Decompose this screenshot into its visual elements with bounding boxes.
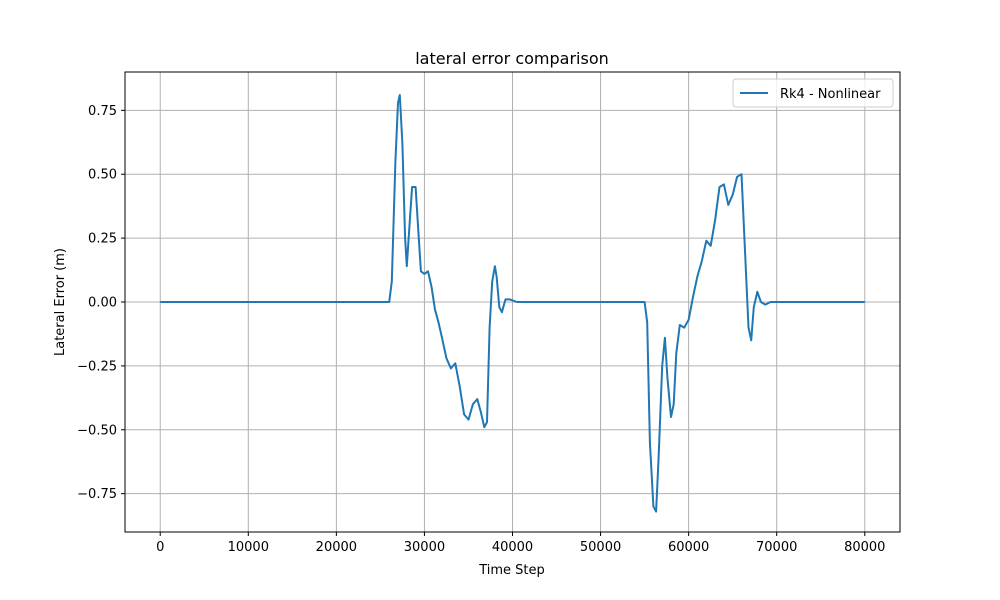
y-tick-label: −0.50 <box>77 423 117 438</box>
x-ticks: 0 10000 20000 30000 40000 50000 60000 70000 8000… <box>156 532 885 555</box>
x-tick-label: 20000 <box>316 540 357 555</box>
y-tick-label: −0.25 <box>77 359 117 374</box>
grid <box>125 72 900 532</box>
legend-label: Rk4 - Nonlinear <box>780 87 881 102</box>
y-tick-label: 0.50 <box>88 168 117 183</box>
x-tick-label: 80000 <box>844 540 885 555</box>
y-tick-label: 0.25 <box>88 232 117 247</box>
series-line <box>160 94 865 513</box>
series-group <box>160 94 865 513</box>
x-tick-label: 50000 <box>580 540 621 555</box>
y-tick-label: −0.75 <box>77 487 117 502</box>
x-axis-label: Time Step <box>478 563 545 578</box>
x-tick-label: 10000 <box>228 540 269 555</box>
y-ticks: −0.75 −0.50 −0.25 0.00 0.25 0.50 0.75 <box>77 104 125 502</box>
x-tick-label: 70000 <box>756 540 797 555</box>
y-tick-label: 0.75 <box>88 104 117 119</box>
y-axis-label: Lateral Error (m) <box>53 248 68 356</box>
x-tick-label: 40000 <box>492 540 533 555</box>
legend-box <box>732 78 894 108</box>
y-tick-label: 0.00 <box>88 296 117 311</box>
x-tick-label: 60000 <box>668 540 709 555</box>
x-tick-label: 30000 <box>404 540 445 555</box>
x-tick-label: 0 <box>156 540 164 555</box>
legend: Rk4 - Nonlinear <box>732 78 894 108</box>
chart-title: lateral error comparison <box>415 49 609 68</box>
